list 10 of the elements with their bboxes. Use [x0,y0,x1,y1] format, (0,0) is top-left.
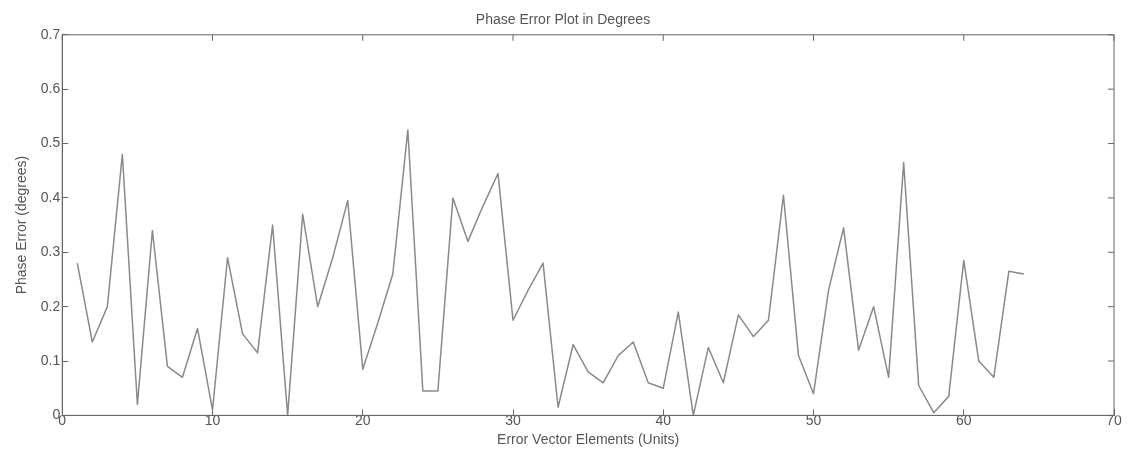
y-tick-label: 0.7 [40,25,61,42]
y-tick-label: 0.5 [40,134,61,151]
y-tick-label: 0.6 [40,80,61,97]
y-tick-label: 0.1 [40,351,61,368]
y-tick-label: 0.2 [40,297,61,314]
y-tick-label: 0.4 [40,188,61,205]
chart-title: Phase Error Plot in Degrees [475,11,651,28]
y-tick-label: 0.3 [40,243,61,260]
y-axis-title: Phase Error (degrees) [13,155,30,295]
x-axis-title: Error Vector Elements (Units) [497,431,680,448]
